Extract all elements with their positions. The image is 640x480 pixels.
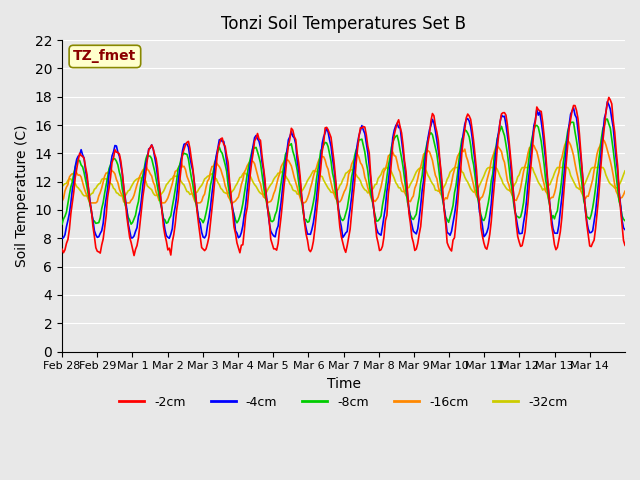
- Legend: -2cm, -4cm, -8cm, -16cm, -32cm: -2cm, -4cm, -8cm, -16cm, -32cm: [115, 391, 573, 414]
- X-axis label: Time: Time: [326, 377, 360, 391]
- Title: Tonzi Soil Temperatures Set B: Tonzi Soil Temperatures Set B: [221, 15, 466, 33]
- Y-axis label: Soil Temperature (C): Soil Temperature (C): [15, 125, 29, 267]
- Text: TZ_fmet: TZ_fmet: [74, 49, 136, 63]
